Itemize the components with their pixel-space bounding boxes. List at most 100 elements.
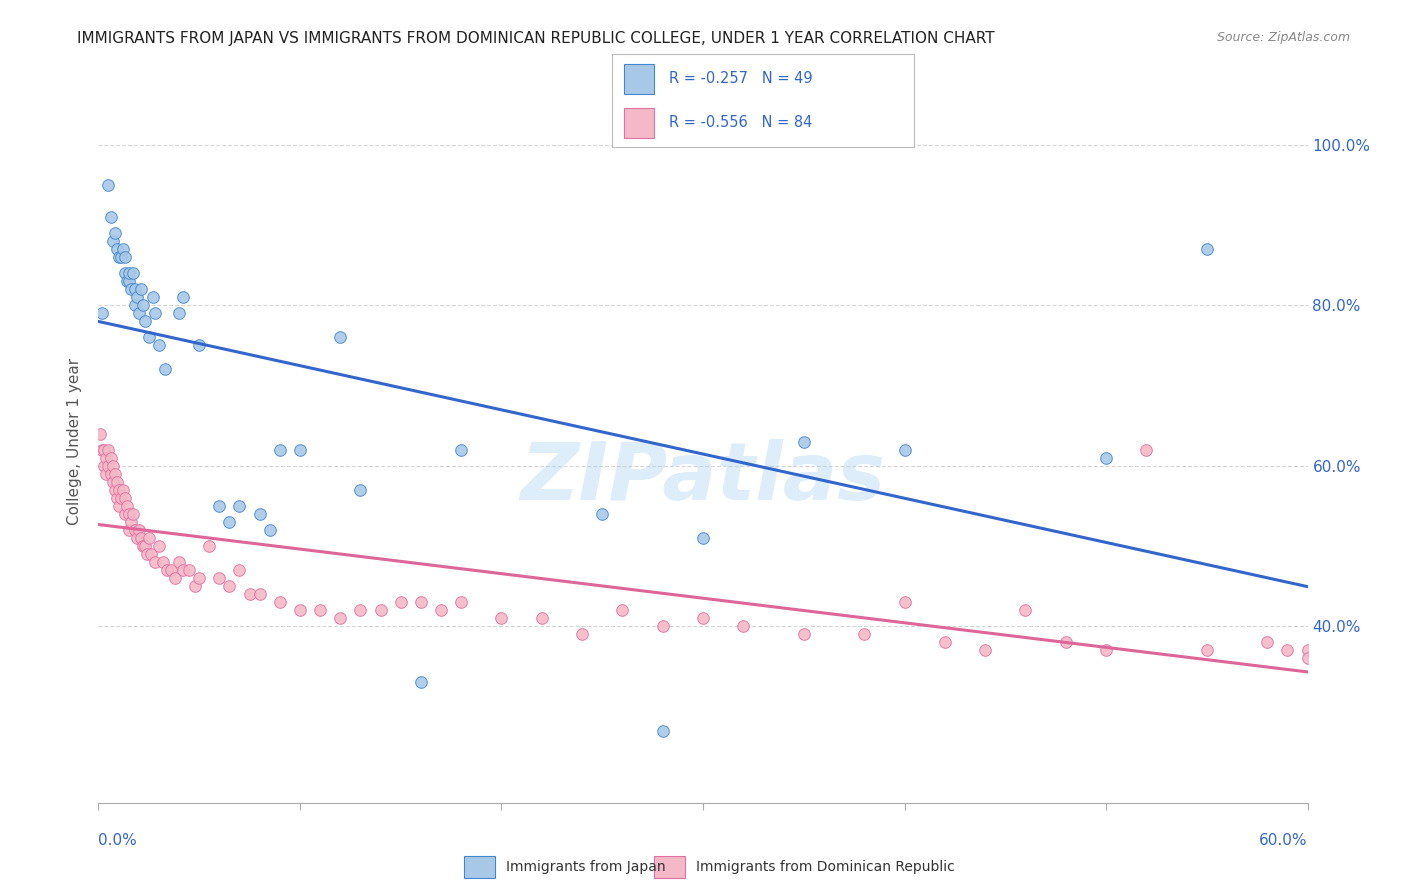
Text: IMMIGRANTS FROM JAPAN VS IMMIGRANTS FROM DOMINICAN REPUBLIC COLLEGE, UNDER 1 YEA: IMMIGRANTS FROM JAPAN VS IMMIGRANTS FROM… (77, 31, 995, 46)
Point (974, 643, 997, 657)
Point (571, 627, 593, 641)
Point (142, 290, 165, 304)
Point (103, 467, 125, 481)
Text: Immigrants from Dominican Republic: Immigrants from Dominican Republic (696, 860, 955, 874)
Point (1296, 651, 1319, 665)
Point (249, 507, 271, 521)
Point (1296, 643, 1319, 657)
Point (132, 539, 155, 553)
Point (249, 587, 271, 601)
Point (124, 282, 146, 296)
Point (228, 499, 250, 513)
Point (172, 563, 194, 577)
Text: R = -0.556   N = 84: R = -0.556 N = 84 (669, 115, 813, 130)
Point (651, 723, 673, 738)
Point (134, 314, 156, 328)
Point (105, 242, 128, 256)
Point (91, 442, 114, 457)
Point (218, 515, 240, 529)
Point (893, 595, 915, 609)
Point (148, 338, 170, 352)
Point (118, 523, 141, 537)
Point (218, 579, 240, 593)
Point (239, 587, 262, 601)
Point (167, 306, 190, 320)
Point (188, 571, 211, 585)
Point (135, 547, 157, 561)
Point (1095, 450, 1118, 465)
Point (269, 442, 291, 457)
Point (612, 603, 634, 617)
Point (692, 531, 714, 545)
Point (110, 250, 132, 264)
Bar (624, 64, 654, 94)
Point (114, 266, 136, 280)
Point (120, 282, 142, 296)
Point (91, 306, 114, 320)
Point (100, 467, 122, 481)
Point (118, 507, 141, 521)
Point (105, 475, 128, 489)
Point (651, 619, 673, 633)
Point (107, 499, 129, 513)
Point (893, 442, 915, 457)
Point (692, 611, 714, 625)
Text: R = -0.257   N = 49: R = -0.257 N = 49 (669, 71, 813, 87)
Point (1256, 635, 1278, 649)
Point (430, 603, 453, 617)
Point (156, 563, 179, 577)
Point (793, 434, 815, 449)
Point (89, 426, 111, 441)
Point (129, 531, 152, 545)
Point (349, 603, 371, 617)
Point (288, 603, 311, 617)
Point (152, 555, 174, 569)
Point (103, 483, 125, 497)
Point (138, 330, 160, 344)
Point (115, 274, 138, 288)
Point (93, 458, 115, 473)
Point (163, 571, 186, 585)
Point (118, 266, 141, 280)
Point (124, 523, 146, 537)
Point (188, 338, 211, 352)
Point (853, 627, 876, 641)
Point (129, 282, 152, 296)
Point (370, 603, 392, 617)
Point (450, 595, 472, 609)
Point (101, 475, 124, 489)
Text: ZIPatlas: ZIPatlas (520, 439, 886, 516)
Point (148, 539, 170, 553)
Point (107, 483, 129, 497)
Point (115, 499, 138, 513)
Point (121, 507, 143, 521)
Point (409, 675, 432, 690)
Point (93, 442, 115, 457)
Point (1195, 242, 1218, 256)
Point (309, 603, 332, 617)
Point (125, 531, 148, 545)
Point (172, 290, 194, 304)
Point (97, 442, 120, 457)
Point (208, 571, 231, 585)
Point (103, 226, 125, 240)
Point (934, 635, 956, 649)
Point (349, 483, 371, 497)
Point (329, 330, 352, 344)
Point (228, 563, 250, 577)
Point (530, 611, 553, 625)
Point (450, 442, 472, 457)
Point (184, 579, 207, 593)
Point (111, 483, 134, 497)
Point (179, 563, 201, 577)
Point (139, 547, 162, 561)
Point (389, 595, 412, 609)
Point (124, 298, 146, 312)
Point (125, 290, 148, 304)
Point (793, 627, 815, 641)
Point (138, 531, 160, 545)
Text: Source: ZipAtlas.com: Source: ZipAtlas.com (1216, 31, 1350, 45)
Point (101, 458, 124, 473)
Y-axis label: College, Under 1 year: College, Under 1 year (67, 358, 83, 525)
Point (143, 306, 166, 320)
